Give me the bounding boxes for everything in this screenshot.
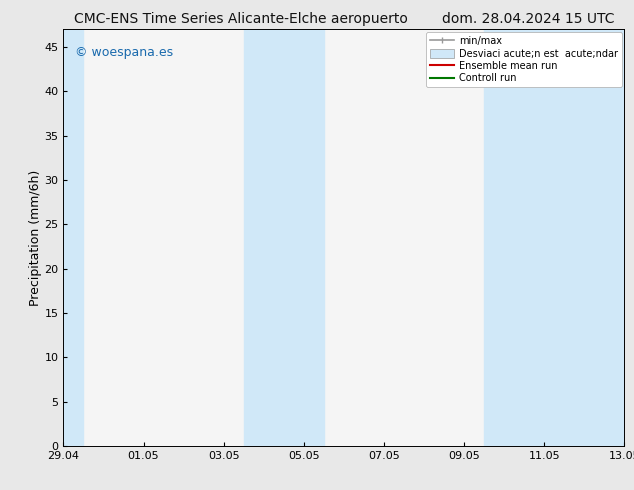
Text: CMC-ENS Time Series Alicante-Elche aeropuerto: CMC-ENS Time Series Alicante-Elche aerop… <box>74 12 408 26</box>
Bar <box>243 29 324 446</box>
Bar <box>484 29 624 446</box>
Bar <box>63 29 84 446</box>
Text: © woespana.es: © woespana.es <box>75 46 172 59</box>
Text: dom. 28.04.2024 15 UTC: dom. 28.04.2024 15 UTC <box>443 12 615 26</box>
Legend: min/max, Desviaci acute;n est  acute;ndar, Ensemble mean run, Controll run: min/max, Desviaci acute;n est acute;ndar… <box>425 32 621 87</box>
Y-axis label: Precipitation (mm/6h): Precipitation (mm/6h) <box>29 170 42 306</box>
